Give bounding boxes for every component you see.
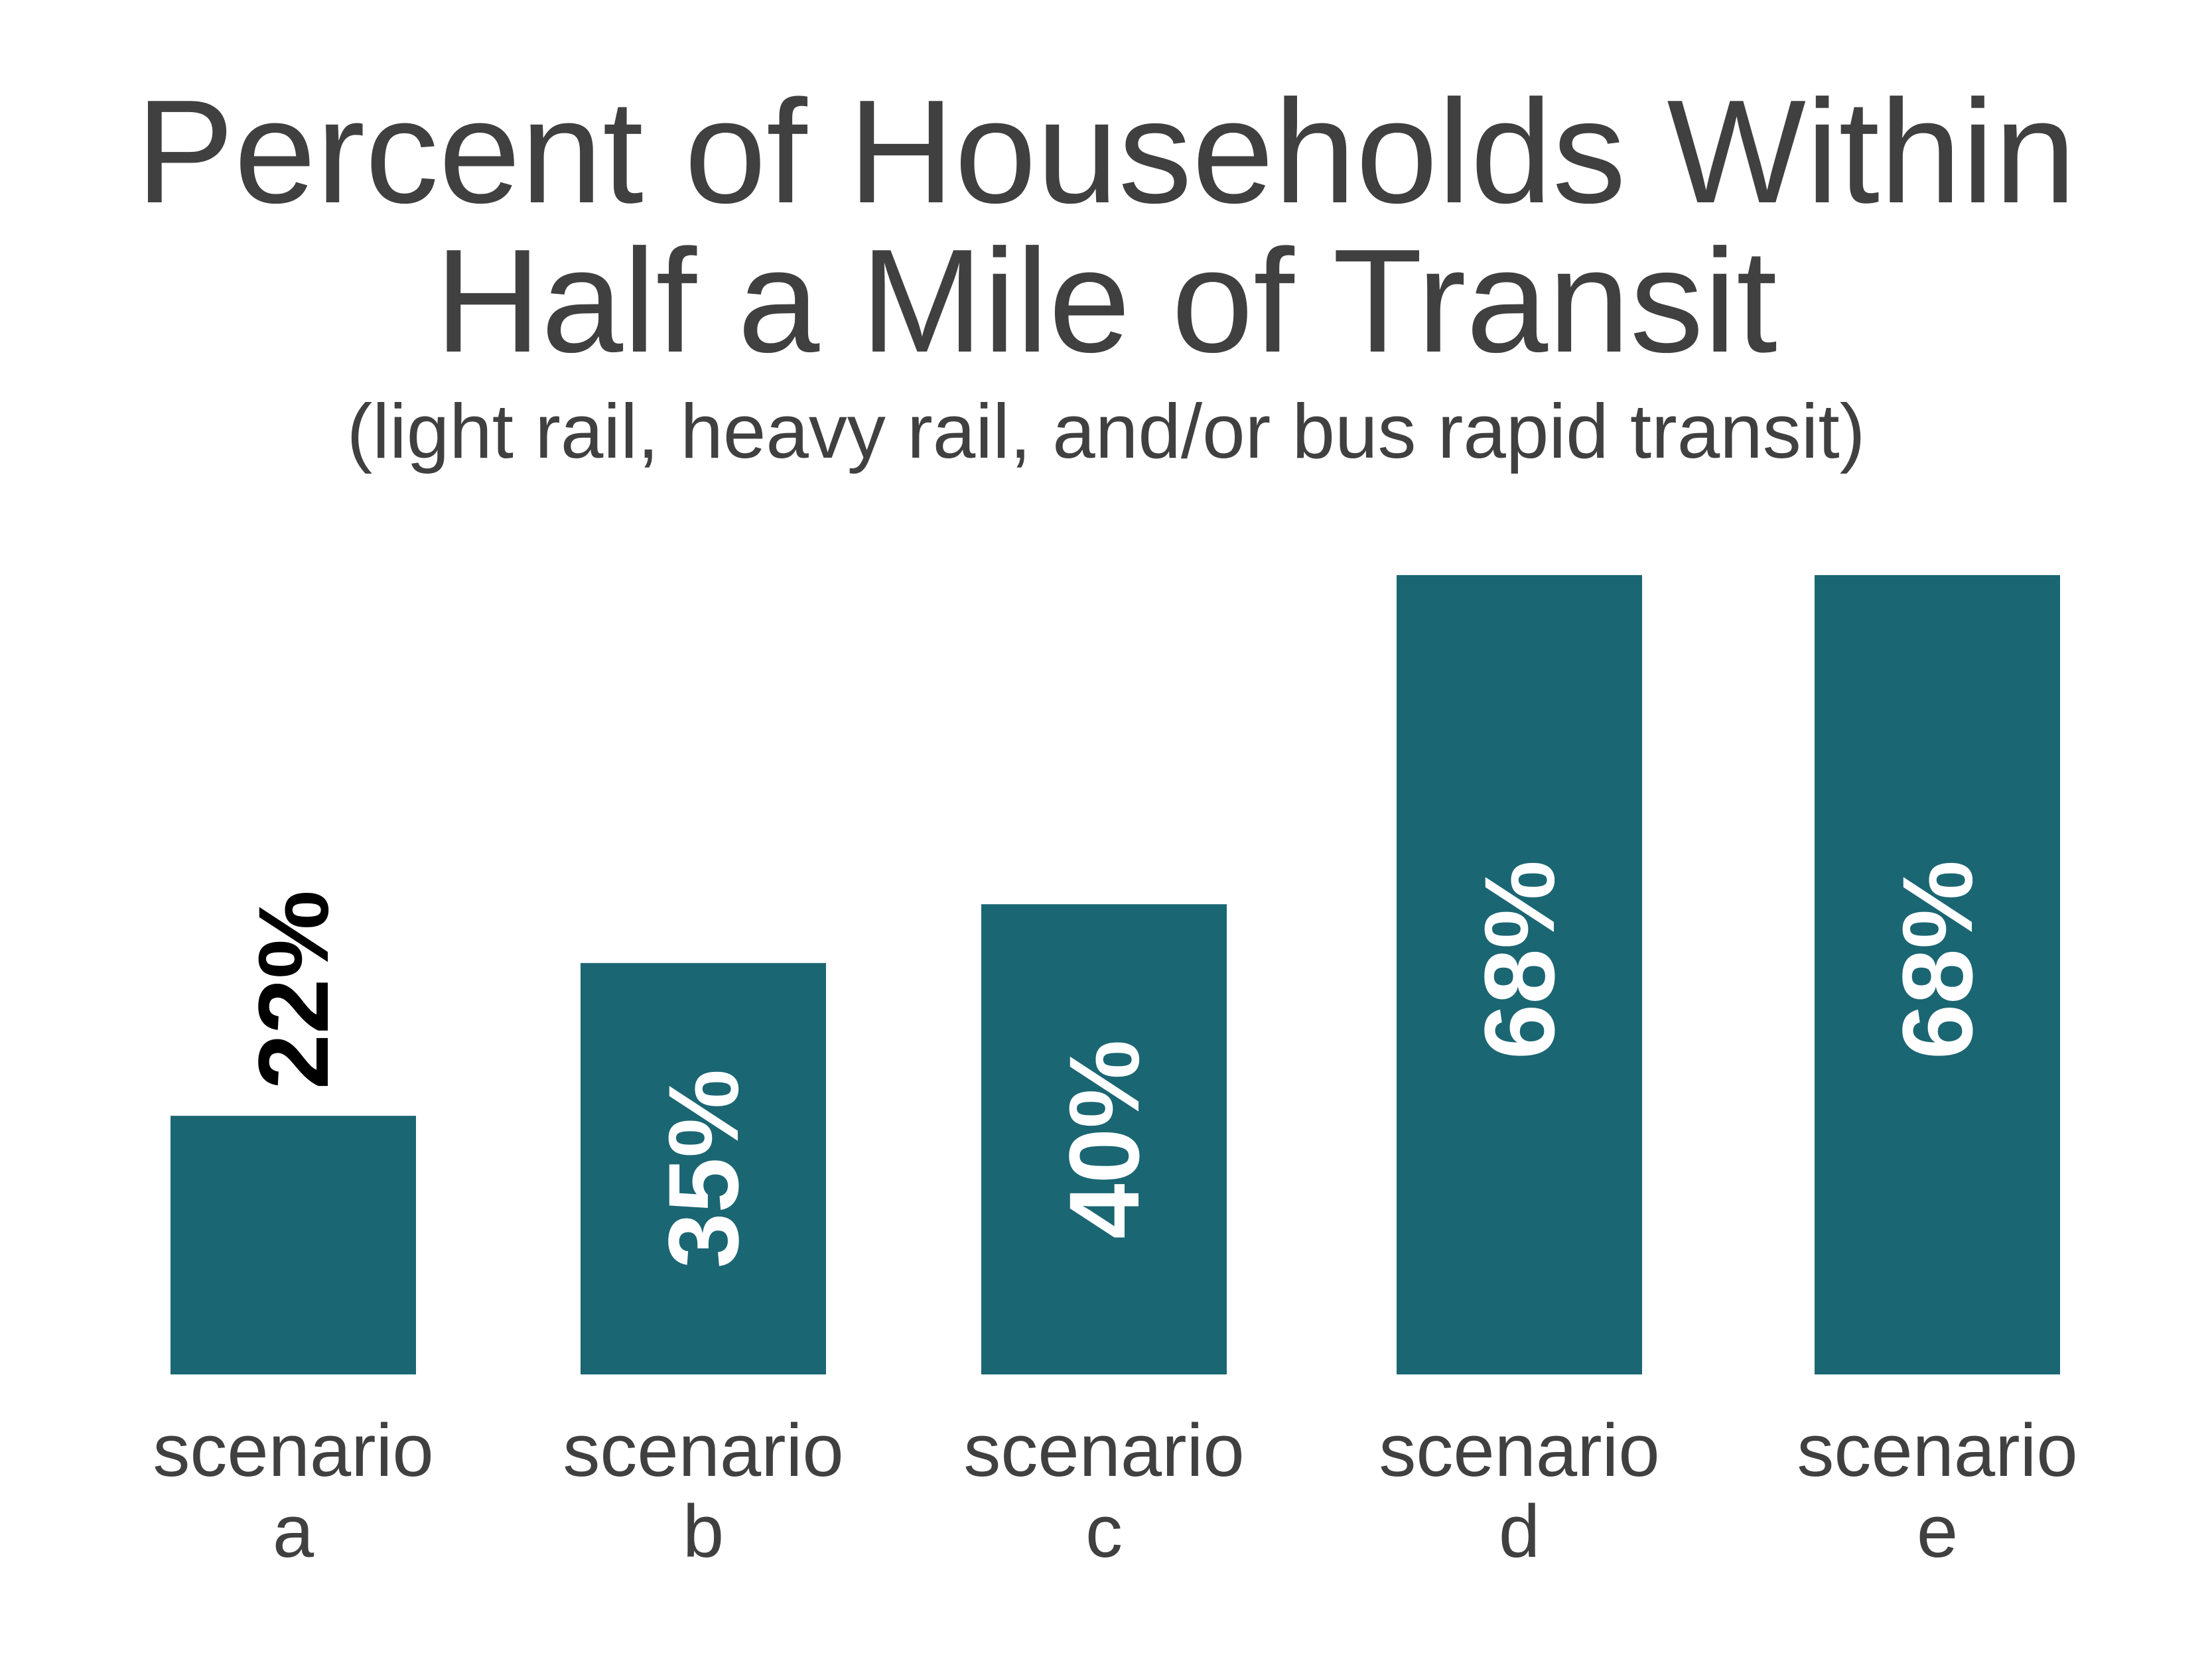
data-label-e: 68% [1882, 860, 1993, 1059]
category-label-c-line-2: c [1085, 1490, 1123, 1573]
chart-title-line-1: Percent of Households Within [136, 70, 2076, 234]
bar-b [581, 962, 826, 1374]
bar-e [1815, 575, 2060, 1374]
category-label-e-line-1: scenario [1797, 1409, 2077, 1492]
chart-title: Percent of Households Within Half a Mile… [136, 70, 2076, 383]
category-label-d-line-2: d [1499, 1490, 1540, 1573]
bar-c [981, 904, 1227, 1374]
data-label-b: 35% [648, 1069, 759, 1268]
category-label-b-line-2: b [683, 1490, 724, 1573]
category-label-c-line-1: scenario [963, 1409, 1244, 1492]
category-label-d-line-1: scenario [1379, 1409, 1659, 1492]
data-label-d: 68% [1464, 860, 1575, 1059]
bar-a [171, 1116, 416, 1374]
chart-subtitle: (light rail, heavy rail, and/or bus rapi… [347, 388, 1866, 474]
category-label-a-line-1: scenario [153, 1409, 433, 1492]
data-label-c: 40% [1048, 1039, 1160, 1238]
category-label-b-line-1: scenario [563, 1409, 843, 1492]
category-label-a-line-2: a [273, 1490, 314, 1573]
category-label-e-line-2: e [1917, 1490, 1958, 1573]
bar-d [1397, 575, 1642, 1374]
chart-title-line-2: Half a Mile of Transit [435, 219, 1777, 383]
plot-area: 22%scenarioa35%scenariob40%scenarioc68%s… [153, 575, 2078, 1573]
data-label-a: 22% [238, 890, 349, 1089]
